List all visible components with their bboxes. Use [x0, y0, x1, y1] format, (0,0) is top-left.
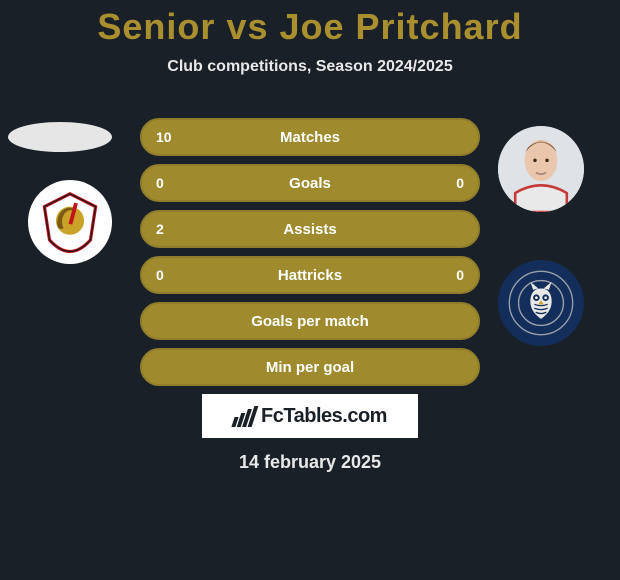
stat-left-value: 2 — [156, 221, 164, 237]
stats-container: 10 Matches 0 Goals 0 2 Assists 0 Hattric… — [140, 118, 480, 394]
club-badge-icon — [38, 190, 102, 254]
comparison-date: 14 february 2025 — [0, 452, 620, 473]
player1-avatar — [8, 122, 112, 152]
stat-right-value: 0 — [456, 267, 464, 283]
stat-label: Goals per match — [251, 313, 369, 330]
fctables-logo-icon — [233, 406, 255, 427]
player2-avatar — [498, 126, 584, 212]
stat-row-gpm: Goals per match — [140, 302, 480, 340]
stat-left-value: 0 — [156, 175, 164, 191]
face-icon — [498, 126, 584, 212]
player1-name: Senior — [97, 6, 215, 47]
stat-label: Assists — [283, 221, 336, 238]
stat-label: Min per goal — [266, 359, 354, 376]
branding-box: FcTables.com — [202, 394, 418, 438]
stat-right-value: 0 — [456, 175, 464, 191]
club-badge-icon — [508, 270, 574, 336]
subtitle: Club competitions, Season 2024/2025 — [0, 58, 620, 76]
player1-club-badge — [28, 180, 112, 264]
stat-label: Goals — [289, 175, 331, 192]
stat-row-goals: 0 Goals 0 — [140, 164, 480, 202]
stat-row-hattricks: 0 Hattricks 0 — [140, 256, 480, 294]
player2-club-badge — [498, 260, 584, 346]
stat-label: Matches — [280, 129, 340, 146]
stat-left-value: 10 — [156, 129, 172, 145]
vs-label: vs — [226, 6, 268, 47]
stat-row-mpg: Min per goal — [140, 348, 480, 386]
stat-row-matches: 10 Matches — [140, 118, 480, 156]
comparison-title: Senior vs Joe Pritchard — [0, 0, 620, 48]
stat-row-assists: 2 Assists — [140, 210, 480, 248]
branding-text: FcTables.com — [261, 405, 387, 428]
stat-left-value: 0 — [156, 267, 164, 283]
stat-label: Hattricks — [278, 267, 342, 284]
player2-name: Joe Pritchard — [280, 6, 523, 47]
